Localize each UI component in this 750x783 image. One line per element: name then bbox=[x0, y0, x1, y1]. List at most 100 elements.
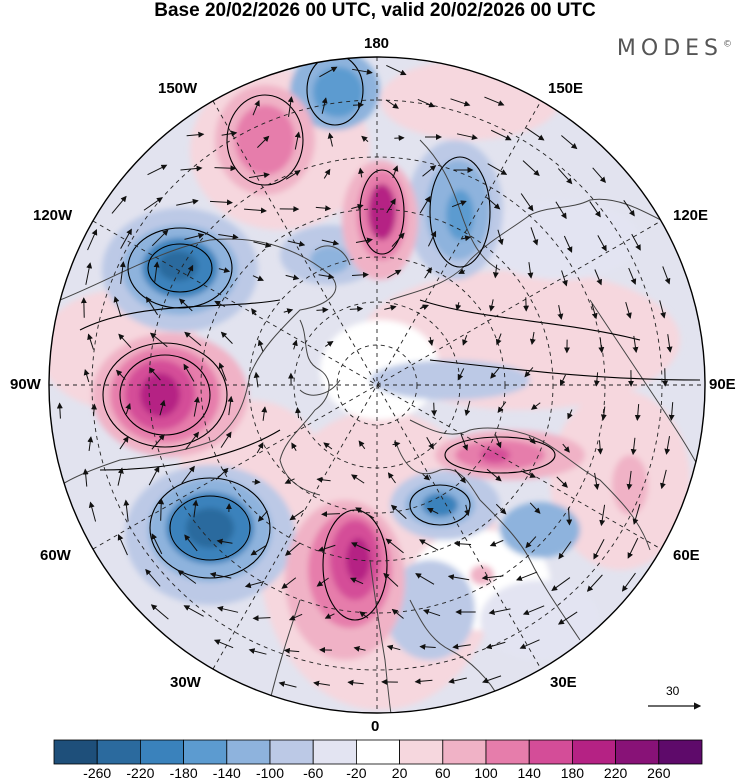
wind-arrow bbox=[351, 474, 365, 484]
lon-label-30w: 30W bbox=[170, 674, 201, 691]
colorbar-swatch bbox=[528, 739, 573, 765]
wind-arrow bbox=[257, 510, 268, 522]
wind-arrow bbox=[487, 163, 508, 175]
wind-arrow bbox=[143, 197, 163, 211]
wind-arrow bbox=[632, 335, 639, 354]
wind-arrow bbox=[592, 167, 606, 183]
wind-arrow bbox=[427, 336, 434, 346]
wind-arrow bbox=[358, 167, 365, 178]
wind-arrow bbox=[315, 205, 332, 212]
wind-arrow bbox=[151, 433, 165, 450]
wind-arrow bbox=[184, 534, 198, 552]
colorbar-swatch bbox=[399, 739, 444, 765]
wind-arrow bbox=[209, 571, 232, 579]
wind-arrow bbox=[561, 135, 578, 150]
wind-arrow bbox=[148, 367, 161, 381]
page-title: Base 20/02/2026 00 UTC, valid 20/02/2026… bbox=[154, 0, 596, 21]
wind-arrow bbox=[414, 678, 433, 685]
wind-arrow bbox=[597, 440, 604, 455]
wind-arrow bbox=[417, 98, 436, 108]
wind-arrow bbox=[227, 395, 234, 416]
wind-arrow bbox=[352, 68, 373, 75]
wind-arrow bbox=[289, 509, 305, 521]
wind-arrow bbox=[515, 571, 538, 581]
wind-arrow bbox=[113, 296, 122, 318]
wind-arrow bbox=[485, 641, 506, 650]
wind-arrow bbox=[252, 615, 271, 622]
wind-arrow bbox=[321, 511, 340, 518]
wind-arrow bbox=[347, 679, 364, 686]
map-border bbox=[48, 56, 706, 714]
wind-arrow bbox=[351, 203, 364, 210]
wind-arrow bbox=[284, 542, 301, 556]
wind-arrow bbox=[148, 466, 160, 486]
wind-arrow bbox=[284, 478, 295, 484]
wind-arrow bbox=[422, 609, 441, 617]
wind-arrow bbox=[186, 131, 205, 138]
wind-arrow bbox=[253, 371, 260, 388]
colorbar-swatch bbox=[139, 739, 184, 765]
colorbar-swatch bbox=[355, 739, 400, 765]
height-contours bbox=[79, 57, 701, 621]
colorbar-tick-label: -100 bbox=[255, 765, 285, 781]
wind-arrow bbox=[484, 96, 505, 106]
wind-arrow bbox=[448, 677, 467, 684]
wind-arrow bbox=[214, 165, 237, 172]
colorbar-swatch bbox=[269, 739, 314, 765]
wind-arrow bbox=[522, 160, 540, 177]
wind-arrow bbox=[660, 469, 667, 490]
wind-arrow bbox=[287, 96, 294, 117]
wind-arrow bbox=[111, 195, 127, 214]
wind-arrow bbox=[632, 503, 641, 525]
wind-arrow bbox=[257, 135, 270, 148]
wind-arrow bbox=[419, 643, 436, 650]
wind-arrow bbox=[561, 270, 568, 287]
wind-arrow bbox=[351, 542, 371, 552]
wind-arrow bbox=[253, 241, 272, 248]
colorbar-tick-label: -20 bbox=[346, 765, 367, 781]
wind-arrow bbox=[386, 64, 407, 76]
wind-arrow bbox=[184, 331, 202, 347]
wind-arrow bbox=[215, 467, 229, 480]
colorbar-swatch bbox=[183, 739, 228, 765]
lon-label-30e: 30E bbox=[550, 674, 577, 691]
wind-arrow bbox=[384, 304, 397, 311]
wind-arrow bbox=[422, 165, 437, 177]
wind-arrow bbox=[261, 406, 268, 421]
colorbar-swatch bbox=[572, 739, 617, 765]
wind-arrow bbox=[452, 643, 471, 650]
wind-arrow bbox=[316, 306, 329, 313]
wind-arrow bbox=[627, 537, 639, 559]
wind-arrow bbox=[56, 402, 63, 419]
wind-arrow bbox=[591, 303, 598, 320]
wind-arrow bbox=[87, 436, 94, 451]
colorbar-swatch bbox=[96, 739, 141, 765]
colorbar-swatch bbox=[615, 739, 660, 765]
wind-arrow bbox=[488, 299, 495, 312]
wind-arrow bbox=[213, 639, 234, 649]
wind-arrow bbox=[563, 235, 573, 253]
wind-arrow bbox=[115, 369, 126, 380]
wind-arrow bbox=[668, 402, 675, 421]
wind-arrow bbox=[490, 129, 512, 141]
wind-arrow bbox=[216, 605, 239, 613]
wind-arrow bbox=[558, 541, 572, 560]
wind-arrow bbox=[392, 165, 399, 179]
wind-arrow bbox=[355, 237, 373, 244]
wind-arrow bbox=[313, 680, 330, 687]
wind-arrow bbox=[285, 170, 301, 180]
wind-arrow bbox=[427, 230, 437, 247]
wind-arrow bbox=[151, 229, 169, 247]
graticule bbox=[49, 57, 705, 713]
wind-arrow bbox=[87, 333, 94, 350]
wind-reference-value: 30 bbox=[666, 684, 680, 698]
wind-arrow bbox=[464, 504, 470, 517]
wind-arrow bbox=[386, 198, 396, 214]
wind-arrow bbox=[527, 262, 534, 279]
wind-arrow bbox=[385, 99, 399, 109]
wind-arrow bbox=[323, 442, 333, 450]
wind-arrow bbox=[321, 97, 328, 114]
wind-arrow bbox=[351, 271, 369, 278]
wind-arrow bbox=[193, 396, 200, 417]
